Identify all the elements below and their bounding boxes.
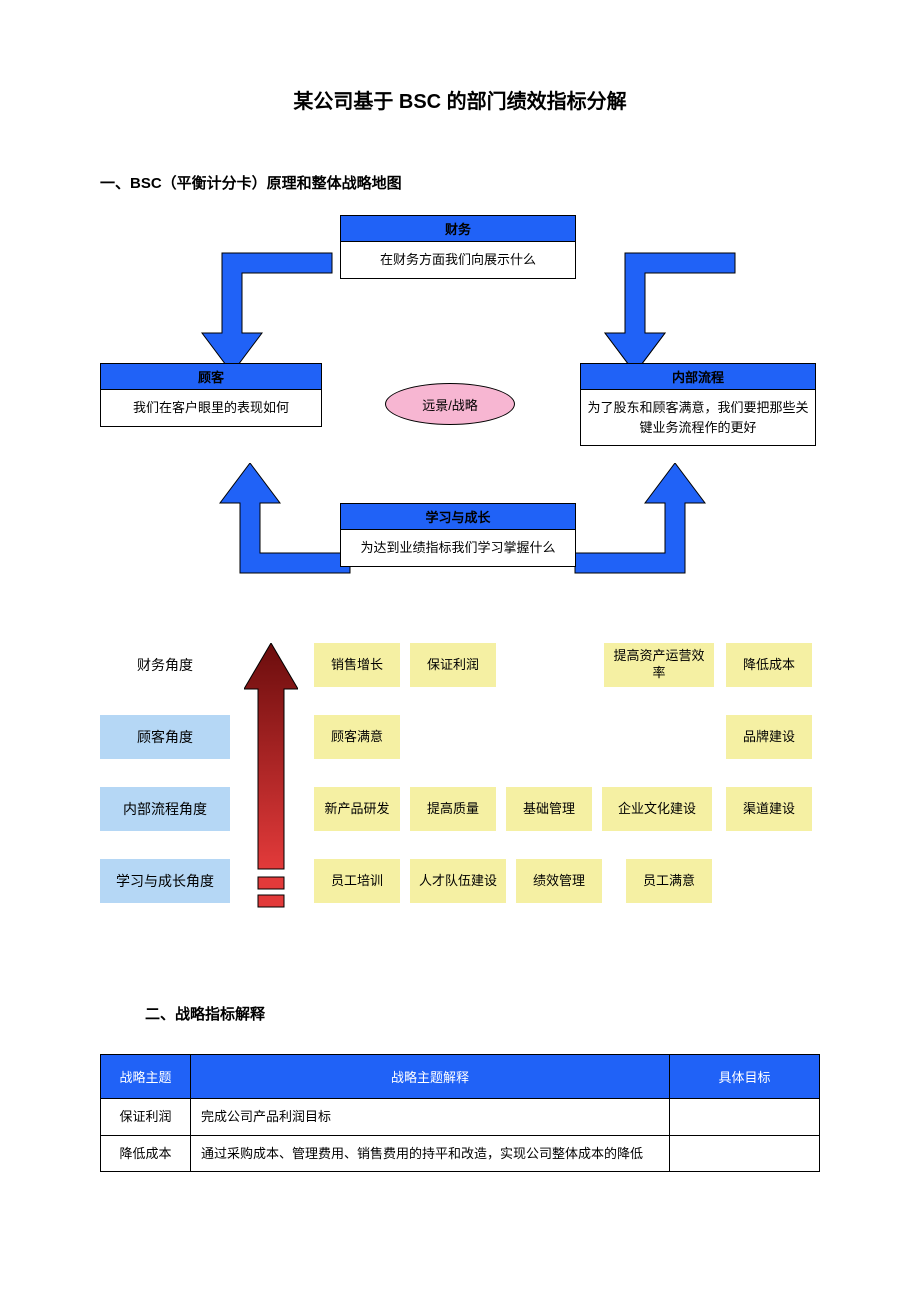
tag: 提高资产运营效率 <box>604 643 714 687</box>
matrix-row-learning: 学习与成长角度 员工培训 人才队伍建设 绩效管理 员工满意 <box>0 859 920 909</box>
arrow-customer-to-learning <box>190 463 360 593</box>
matrix-row-process: 内部流程角度 新产品研发 提高质量 基础管理 企业文化建设 渠道建设 <box>0 787 920 837</box>
bsc-center-oval: 远景/战略 <box>385 383 515 425</box>
tag: 绩效管理 <box>516 859 602 903</box>
td-goal <box>670 1135 820 1172</box>
th-goal: 具体目标 <box>670 1055 820 1099</box>
table-header-row: 战略主题 战略主题解释 具体目标 <box>101 1055 820 1099</box>
bsc-customer-body: 我们在客户眼里的表现如何 <box>101 390 321 426</box>
tag: 人才队伍建设 <box>410 859 506 903</box>
arrow-learning-to-process <box>565 463 735 593</box>
tag: 顾客满意 <box>314 715 400 759</box>
matrix-row-finance: 财务角度 销售增长 保证利润 提高资产运营效率 降低成本 <box>0 643 920 693</box>
bsc-process-title: 内部流程 <box>581 364 815 390</box>
section2-heading: 二、战略指标解释 <box>145 1003 920 1024</box>
bsc-finance-body: 在财务方面我们向展示什么 <box>341 242 575 278</box>
bsc-process-body: 为了股东和顾客满意，我们要把那些关键业务流程作的更好 <box>581 390 815 445</box>
persp-learning: 学习与成长角度 <box>100 859 230 903</box>
bsc-box-process: 内部流程 为了股东和顾客满意，我们要把那些关键业务流程作的更好 <box>580 363 816 446</box>
tag: 新产品研发 <box>314 787 400 831</box>
td-goal <box>670 1099 820 1136</box>
bsc-box-finance: 财务 在财务方面我们向展示什么 <box>340 215 576 279</box>
arrow-finance-to-customer <box>172 243 352 383</box>
td-explain: 完成公司产品利润目标 <box>191 1099 670 1136</box>
td-theme: 降低成本 <box>101 1135 191 1172</box>
tag: 销售增长 <box>314 643 400 687</box>
tag: 渠道建设 <box>726 787 812 831</box>
tag: 企业文化建设 <box>602 787 712 831</box>
tag: 保证利润 <box>410 643 496 687</box>
section1-heading: 一、BSC（平衡计分卡）原理和整体战略地图 <box>100 172 920 193</box>
strategy-matrix: 财务角度 销售增长 保证利润 提高资产运营效率 降低成本 顾客角度 顾客满意 品… <box>0 643 920 943</box>
persp-process: 内部流程角度 <box>100 787 230 831</box>
bsc-finance-title: 财务 <box>341 216 575 242</box>
bsc-learning-body: 为达到业绩指标我们学习掌握什么 <box>341 530 575 566</box>
bsc-box-learning: 学习与成长 为达到业绩指标我们学习掌握什么 <box>340 503 576 567</box>
persp-finance: 财务角度 <box>100 643 230 687</box>
bsc-learning-title: 学习与成长 <box>341 504 575 530</box>
tag: 品牌建设 <box>726 715 812 759</box>
table-row: 降低成本 通过采购成本、管理费用、销售费用的持平和改造，实现公司整体成本的降低 <box>101 1135 820 1172</box>
bsc-box-customer: 顾客 我们在客户眼里的表现如何 <box>100 363 322 427</box>
strategy-table: 战略主题 战略主题解释 具体目标 保证利润 完成公司产品利润目标 降低成本 通过… <box>100 1054 820 1172</box>
tag: 提高质量 <box>410 787 496 831</box>
persp-customer: 顾客角度 <box>100 715 230 759</box>
matrix-row-customer: 顾客角度 顾客满意 品牌建设 <box>0 715 920 765</box>
bsc-customer-title: 顾客 <box>101 364 321 390</box>
tag: 基础管理 <box>506 787 592 831</box>
arrow-process-to-finance-2 <box>575 243 765 383</box>
tag: 员工满意 <box>626 859 712 903</box>
td-explain: 通过采购成本、管理费用、销售费用的持平和改造，实现公司整体成本的降低 <box>191 1135 670 1172</box>
th-explain: 战略主题解释 <box>191 1055 670 1099</box>
th-theme: 战略主题 <box>101 1055 191 1099</box>
tag: 员工培训 <box>314 859 400 903</box>
bsc-diagram: 财务 在财务方面我们向展示什么 顾客 我们在客户眼里的表现如何 内部流程 为了股… <box>0 203 920 623</box>
tag: 降低成本 <box>726 643 812 687</box>
table-row: 保证利润 完成公司产品利润目标 <box>101 1099 820 1136</box>
page-title: 某公司基于 BSC 的部门绩效指标分解 <box>0 0 920 114</box>
td-theme: 保证利润 <box>101 1099 191 1136</box>
